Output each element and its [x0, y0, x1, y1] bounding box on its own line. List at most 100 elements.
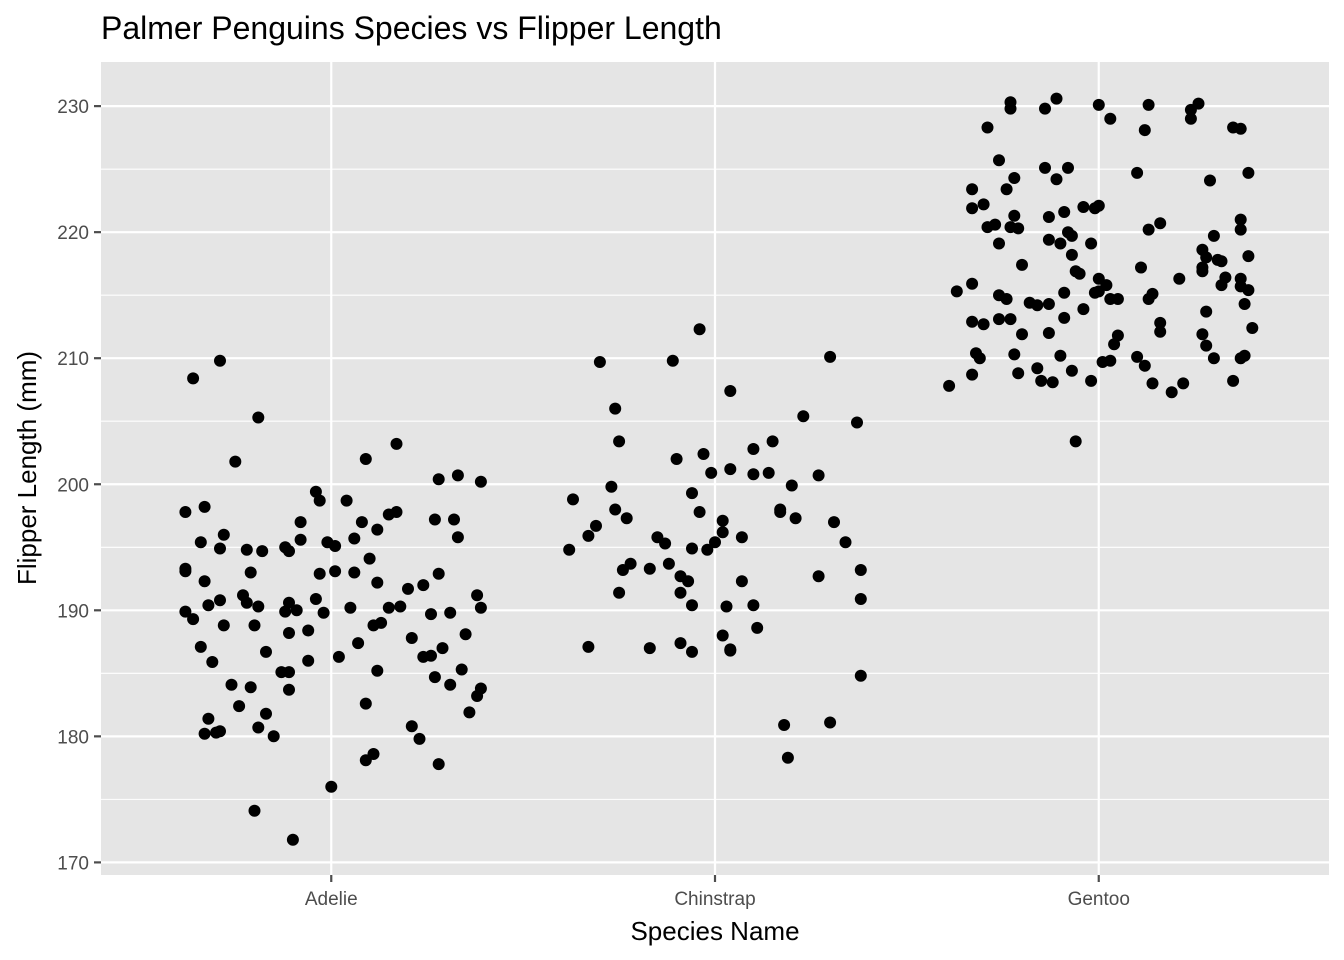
data-point [1050, 173, 1063, 186]
data-point [1016, 258, 1028, 271]
data-point [697, 448, 710, 460]
data-point [1065, 364, 1078, 377]
data-point [179, 605, 192, 618]
data-point [451, 531, 464, 544]
data-point [436, 642, 449, 655]
data-point [854, 564, 867, 576]
data-point [1242, 284, 1255, 297]
data-point [605, 480, 618, 493]
data-point [187, 372, 200, 385]
data-point [413, 732, 426, 745]
data-point [851, 416, 863, 429]
data-point [1065, 248, 1078, 261]
data-point [993, 237, 1005, 250]
data-point [1111, 293, 1124, 305]
data-point [260, 645, 272, 658]
data-point [279, 605, 292, 618]
data-point [1058, 206, 1071, 218]
data-point [474, 475, 487, 488]
data-point [1207, 352, 1220, 365]
data-point [217, 619, 230, 632]
data-point [1135, 261, 1147, 274]
data-point [194, 640, 207, 653]
data-point [1042, 327, 1055, 339]
x-tick-label: Chinstrap [674, 889, 755, 910]
data-point [1035, 374, 1048, 387]
data-point [256, 545, 269, 558]
data-point [417, 579, 430, 592]
x-tick-label: Gentoo [1068, 889, 1130, 910]
data-point [1196, 328, 1209, 341]
data-point [202, 712, 215, 725]
data-point [1200, 305, 1213, 318]
data-point [244, 681, 257, 694]
data-point [609, 503, 622, 516]
data-point [1042, 298, 1055, 310]
data-point [624, 557, 637, 570]
data-point [1234, 213, 1247, 226]
data-point [240, 543, 253, 556]
data-point [1004, 313, 1017, 326]
data-point [1215, 255, 1228, 268]
data-point [463, 706, 476, 719]
data-point [981, 121, 994, 134]
data-point [705, 466, 718, 479]
data-point [582, 529, 595, 542]
data-point [1200, 339, 1213, 352]
data-point [290, 604, 303, 617]
data-point [352, 637, 365, 650]
data-point [1077, 201, 1090, 213]
data-point [1131, 166, 1144, 179]
data-point [405, 720, 418, 733]
data-point [1085, 374, 1098, 387]
data-point [202, 599, 215, 612]
data-point [474, 601, 487, 614]
data-point [313, 494, 326, 507]
data-point [854, 669, 867, 682]
data-point [716, 526, 729, 539]
x-axis-title: Species Name [630, 916, 799, 946]
data-point [1111, 329, 1124, 342]
data-point [789, 512, 802, 525]
data-point [1196, 265, 1209, 278]
data-point [839, 536, 852, 549]
data-point [329, 540, 342, 552]
data-point [674, 637, 687, 650]
data-point [1146, 377, 1159, 390]
data-point [1058, 311, 1071, 324]
y-axis: 170 180 190 200 210 220 230 [57, 97, 101, 874]
plot-panel [101, 62, 1329, 875]
data-point [309, 593, 322, 605]
data-point [567, 493, 579, 506]
data-point [1100, 279, 1113, 292]
data-point [302, 624, 315, 637]
y-tick-label: 230 [57, 97, 89, 118]
data-point [286, 833, 299, 846]
data-point [375, 616, 388, 629]
data-point [390, 437, 403, 450]
data-point [1207, 229, 1220, 242]
data-point [225, 678, 238, 691]
data-point [214, 354, 226, 367]
y-tick-label: 180 [57, 727, 89, 748]
data-point [1050, 92, 1063, 105]
data-point [582, 640, 595, 653]
data-point [966, 183, 979, 196]
data-point [367, 748, 380, 760]
data-point [1000, 293, 1013, 305]
data-point [252, 721, 265, 734]
data-point [179, 506, 192, 518]
data-point [766, 435, 779, 448]
data-point [1065, 229, 1078, 242]
data-point [1204, 174, 1216, 187]
data-point [1062, 161, 1074, 174]
data-point [993, 313, 1005, 326]
data-point [747, 468, 760, 481]
data-point [1012, 367, 1025, 380]
data-point [751, 621, 764, 634]
data-point [283, 627, 295, 639]
data-point [425, 608, 437, 621]
data-point [563, 543, 576, 556]
data-point [1046, 376, 1059, 389]
data-point [613, 435, 626, 448]
